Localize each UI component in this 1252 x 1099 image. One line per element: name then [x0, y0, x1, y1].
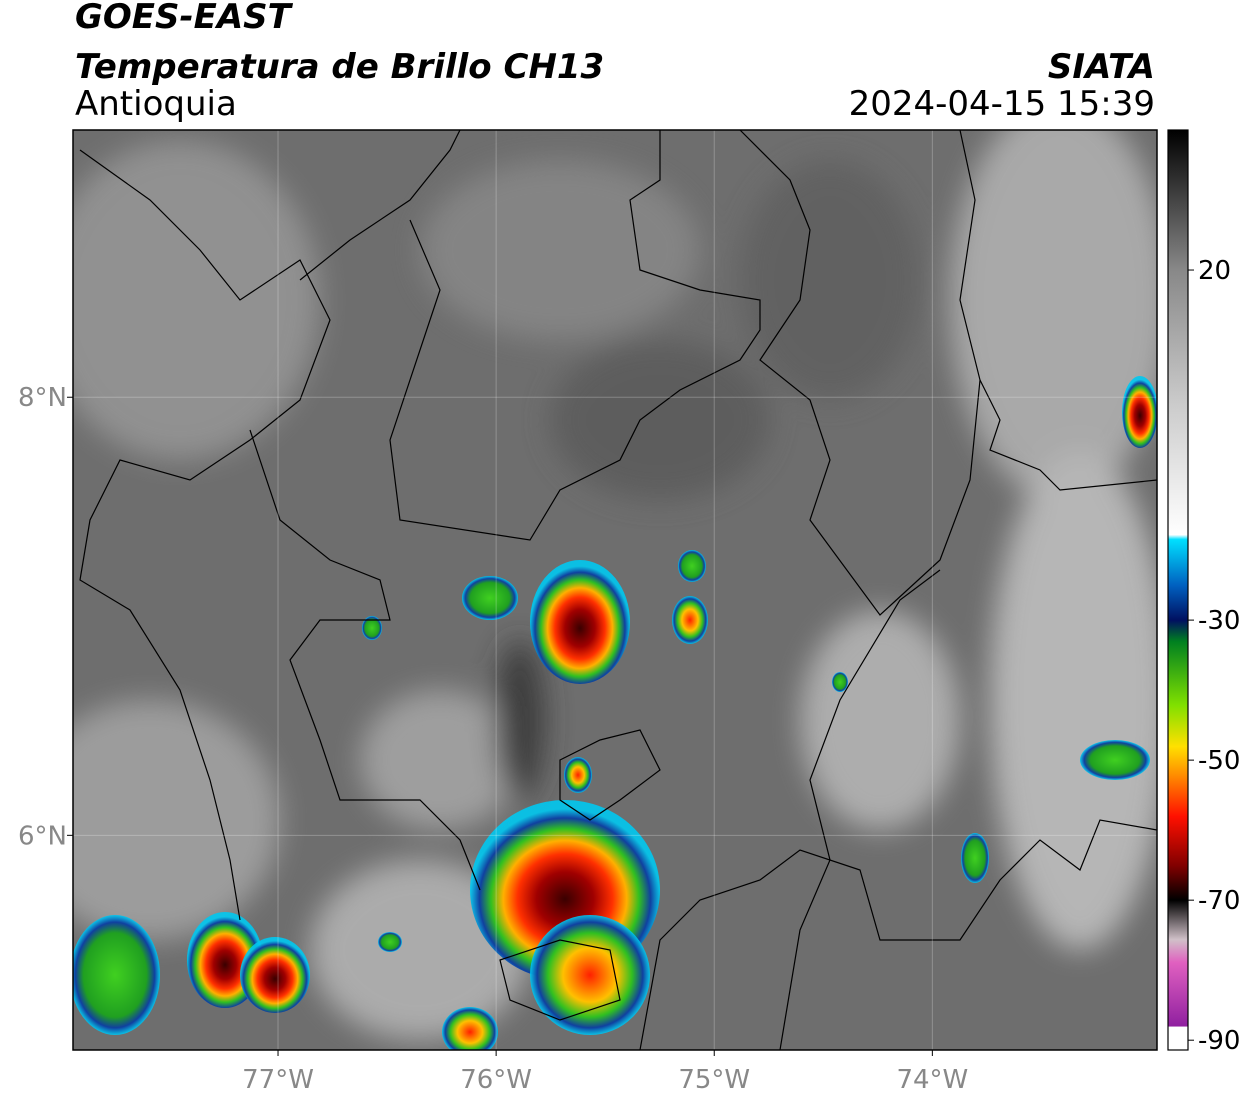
lon-tick-label: 75°W — [678, 1065, 750, 1095]
colorbar-tick-label: -30 — [1198, 606, 1240, 636]
datetime: 2024-04-15 15:39 — [849, 84, 1155, 124]
colorbar-tick-label: -70 — [1198, 886, 1240, 916]
colorbar-tick-label: 20 — [1198, 256, 1231, 286]
lat-tick-label: 6°N — [18, 821, 67, 851]
lat-tick-label: 8°N — [18, 383, 67, 413]
title: GOES-EAST — [75, 0, 294, 37]
colorbar-tick-label: -50 — [1198, 746, 1240, 776]
subtitle: Temperatura de Brillo CH13 — [75, 47, 604, 87]
satellite-image — [73, 130, 1157, 1050]
map-frame — [72, 129, 1158, 1051]
colorbar — [1167, 129, 1189, 1051]
borders — [79, 130, 1157, 1050]
colorbar-tick-label: -90 — [1198, 1026, 1240, 1056]
source: SIATA — [1048, 47, 1155, 87]
lon-tick-label: 77°W — [242, 1065, 314, 1095]
lon-tick-label: 74°W — [896, 1065, 968, 1095]
lon-tick-label: 76°W — [460, 1065, 532, 1095]
region: Antioquia — [75, 84, 237, 124]
